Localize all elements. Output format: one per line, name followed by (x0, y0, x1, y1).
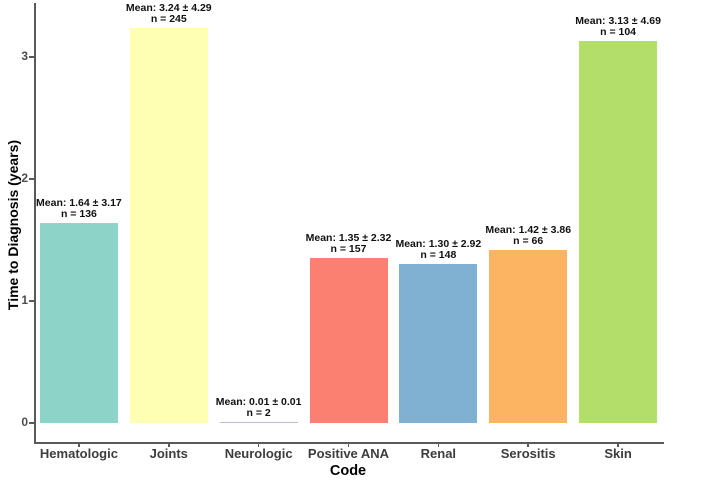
x-tick-label-renal: Renal (420, 446, 457, 461)
y-tick-mark (29, 56, 34, 58)
bar-renal (399, 264, 478, 423)
annotation-n-text: n = 66 (513, 234, 544, 247)
bar-annotation-joints: Mean: 3.24 ± 4.29 n = 245 (94, 1, 244, 25)
y-axis-title: Time to Diagnosis (years) (5, 139, 21, 311)
x-tick-mark (257, 443, 260, 447)
annotation-n-text: n = 2 (246, 406, 271, 419)
bar-annotation-positive-ana: Mean: 1.35 ± 2.32 n = 157 (274, 233, 424, 255)
x-tick-label-neurologic: Neurologic (224, 446, 293, 461)
x-tick-mark (347, 443, 350, 447)
x-tick-label-hematologic: Hematologic (39, 446, 118, 461)
annotation-mean-text: Mean: 3.13 ± 4.69 (575, 15, 661, 28)
bar-annotation-serositis: Mean: 1.42 ± 3.86 n = 66 (453, 223, 603, 247)
x-tick-label-serositis: Serositis (500, 446, 556, 461)
bar-neurologic (219, 421, 298, 423)
bar-hematologic (39, 222, 118, 423)
y-tick-mark (29, 422, 34, 424)
annotation-mean-text: Mean: 1.30 ± 2.92 (395, 238, 482, 251)
y-tick-label-0: 0 (21, 415, 28, 429)
annotation-mean-text: Mean: 1.42 ± 3.86 (485, 223, 572, 236)
x-tick-label-joints: Joints (149, 446, 188, 461)
y-tick-mark (29, 300, 34, 302)
x-axis-title: Code (329, 463, 367, 479)
annotation-mean-text: Mean: 1.64 ± 3.17 (36, 196, 122, 209)
annotation-n-text: n = 157 (330, 243, 367, 256)
annotation-n-text: n = 104 (600, 26, 637, 39)
bar-serositis (489, 249, 568, 423)
y-axis-line (34, 3, 36, 443)
bar-skin (579, 41, 658, 423)
x-tick-mark (78, 443, 80, 447)
x-axis-line (34, 442, 664, 444)
x-tick-label-skin: Skin (604, 446, 632, 461)
x-tick-mark (437, 443, 440, 447)
x-tick-label-positive-ana: Positive ANA (307, 446, 390, 461)
y-tick-mark (29, 178, 34, 180)
bar-annotation-neurologic: Mean: 0.01 ± 0.01 n = 2 (184, 395, 334, 419)
bar-annotation-hematologic: Mean: 1.64 ± 3.17 n = 136 (4, 196, 154, 220)
annotation-mean-text: Mean: 0.01 ± 0.01 (215, 395, 302, 408)
y-tick-label-1: 1 (21, 293, 28, 307)
annotation-n-text: n = 136 (60, 207, 97, 220)
bar-joints (129, 27, 208, 423)
annotation-mean-text: Mean: 3.24 ± 4.29 (125, 1, 212, 14)
y-tick-label-2: 2 (21, 171, 28, 185)
annotation-n-text: n = 148 (420, 249, 457, 262)
x-tick-mark (527, 443, 529, 447)
bar-annotation-skin: Mean: 3.13 ± 4.69 n = 104 (543, 16, 693, 38)
bar-positive-ana (309, 258, 388, 423)
bar-annotation-renal: Mean: 1.30 ± 2.92 n = 148 (363, 239, 513, 261)
annotation-mean-text: Mean: 1.35 ± 2.32 (305, 232, 392, 245)
x-tick-mark (168, 443, 170, 447)
annotation-n-text: n = 245 (150, 12, 187, 25)
x-tick-mark (617, 443, 619, 447)
y-tick-label-3: 3 (21, 49, 28, 63)
